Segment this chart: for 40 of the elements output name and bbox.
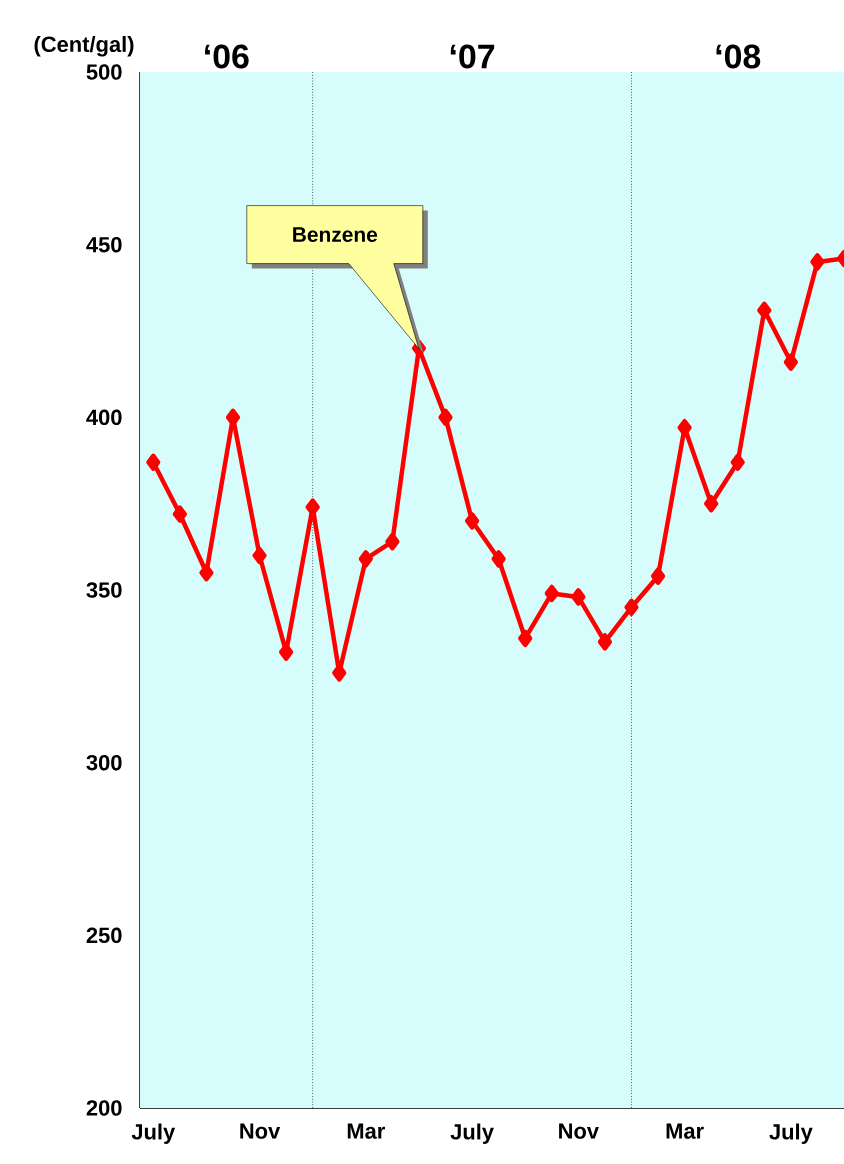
- point: [518, 629, 533, 648]
- point: [624, 598, 639, 616]
- text: ‘07: [450, 44, 495, 69]
- x-tick-label: July: [769, 1123, 813, 1144]
- point: [172, 505, 187, 523]
- point: [810, 253, 825, 271]
- point: [757, 301, 772, 320]
- x-tick-label: July: [131, 1123, 176, 1144]
- point: [491, 550, 506, 568]
- point: [438, 408, 453, 427]
- point: [597, 633, 613, 651]
- x-tick-label: July: [450, 1123, 494, 1144]
- x-tick-label: Mar: [347, 1123, 385, 1139]
- point: [783, 353, 798, 371]
- y-tick-label: 400: [86, 409, 122, 426]
- point: [385, 532, 400, 551]
- y-tick-label: 450: [86, 236, 122, 253]
- y-tick-label: 250: [86, 927, 122, 944]
- point: [544, 584, 559, 603]
- y-tick-label: 500: [86, 64, 122, 80]
- point: [704, 494, 719, 513]
- y-tick-label: 200: [86, 1100, 122, 1116]
- y-tick-label: 300: [86, 754, 122, 771]
- y-axis-title: (Cent/gal): [34, 35, 134, 57]
- point: [730, 453, 745, 471]
- point: [146, 453, 161, 471]
- y-tick-label: 350: [86, 582, 122, 598]
- text: ‘08: [716, 44, 761, 69]
- point: [650, 567, 666, 585]
- point: [464, 512, 480, 530]
- point: [305, 498, 320, 516]
- annotation: Benzene: [293, 227, 378, 242]
- x-tick-label: Nov: [240, 1123, 281, 1139]
- point: [358, 550, 373, 568]
- point: [571, 588, 586, 606]
- x-tick-label: Mar: [666, 1123, 704, 1139]
- x-tick-label: Nov: [559, 1123, 599, 1139]
- point: [252, 546, 267, 565]
- text: ‘06: [205, 44, 249, 69]
- point: [199, 564, 214, 582]
